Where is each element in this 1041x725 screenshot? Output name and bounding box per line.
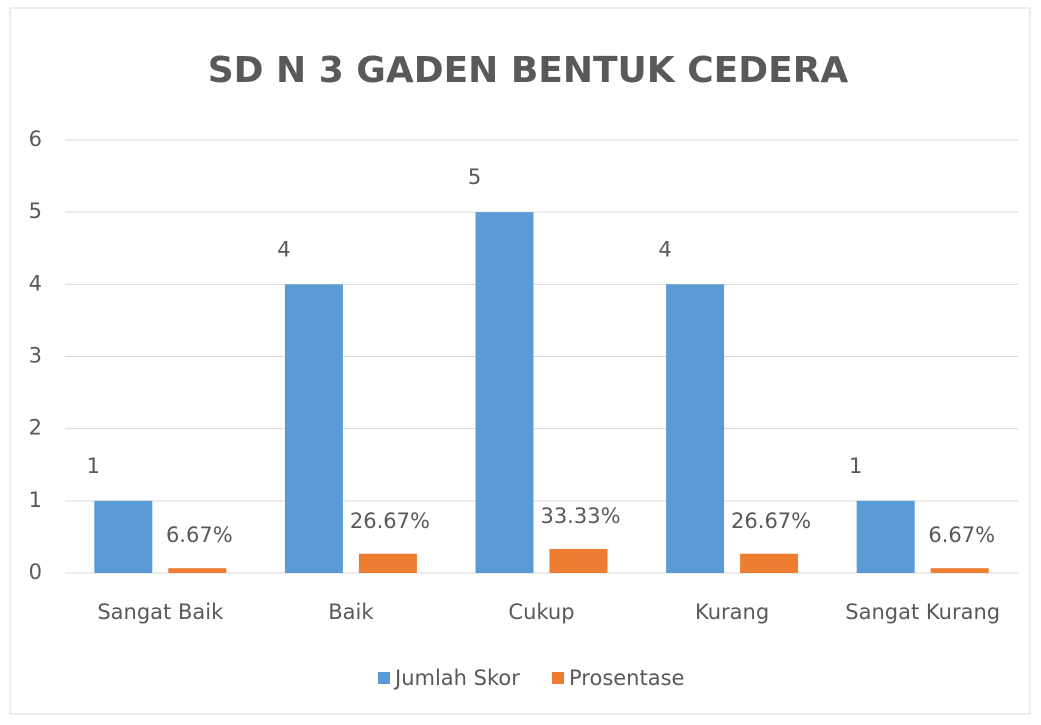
- data-label: 26.67%: [350, 509, 430, 533]
- chart-title: SD N 3 GADEN BENTUK CEDERA: [208, 50, 849, 91]
- legend-swatch: [378, 672, 390, 684]
- bar: [740, 553, 799, 573]
- legend-label: Prosentase: [569, 666, 684, 690]
- data-label: 4: [277, 237, 290, 261]
- bar: [666, 284, 725, 573]
- bar: [475, 212, 534, 573]
- bar: [930, 568, 989, 573]
- data-label: 4: [658, 237, 671, 261]
- y-tick-label: 3: [29, 344, 42, 368]
- bar: [94, 500, 153, 573]
- y-tick-label: 1: [29, 488, 42, 512]
- bar: [168, 568, 227, 573]
- x-tick-label: Sangat Kurang: [845, 600, 1000, 624]
- x-tick-label: Baik: [328, 600, 374, 624]
- y-tick-label: 4: [29, 271, 42, 295]
- bar: [549, 548, 608, 573]
- bar: [856, 500, 915, 573]
- y-tick-label: 2: [29, 416, 42, 440]
- bar: [284, 284, 343, 573]
- data-label: 6.67%: [928, 523, 995, 547]
- y-tick-label: 0: [29, 560, 42, 584]
- x-tick-label: Cukup: [508, 600, 574, 624]
- legend-label: Jumlah Skor: [393, 666, 520, 690]
- y-tick-label: 6: [29, 127, 42, 151]
- y-tick-label: 5: [29, 199, 42, 223]
- data-label: 5: [468, 165, 481, 189]
- x-tick-label: Kurang: [695, 600, 769, 624]
- legend-swatch: [552, 672, 564, 684]
- data-label: 1: [849, 454, 862, 478]
- data-label: 6.67%: [166, 523, 233, 547]
- data-label: 33.33%: [540, 504, 620, 528]
- x-tick-label: Sangat Baik: [97, 600, 224, 624]
- data-label: 1: [87, 454, 100, 478]
- bar: [358, 553, 417, 573]
- data-label: 26.67%: [731, 509, 811, 533]
